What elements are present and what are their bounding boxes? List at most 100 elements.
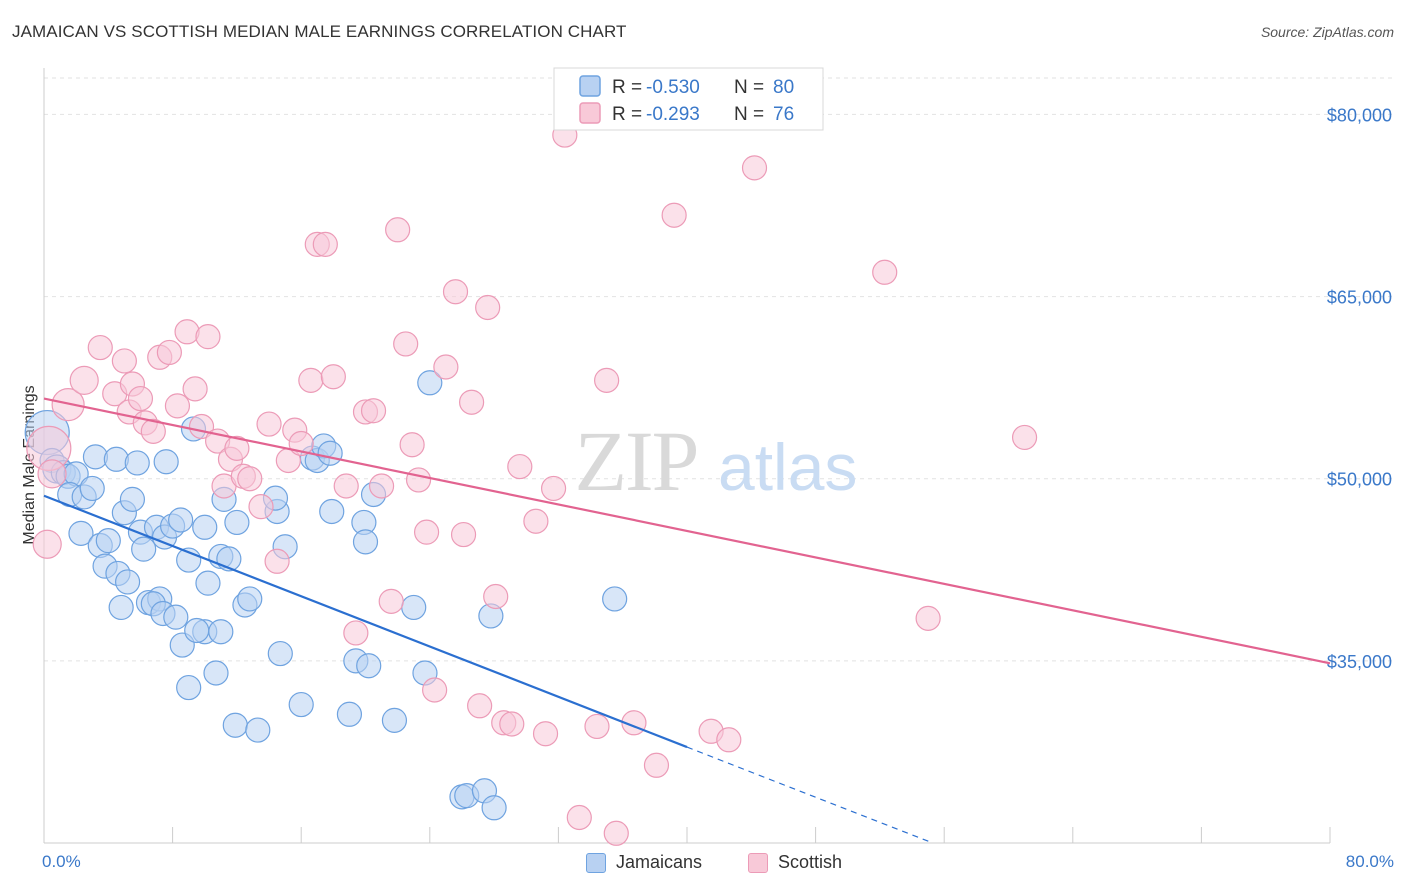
scottish-point	[393, 331, 419, 357]
jamaicans-point	[131, 536, 157, 562]
jamaicans-point	[103, 446, 129, 472]
scottish-point	[111, 348, 137, 374]
watermark-atlas: atlas	[718, 430, 857, 504]
jamaicans-point	[82, 444, 109, 470]
jamaicans-trendline-extension	[686, 746, 934, 844]
jamaicans-point	[481, 795, 507, 821]
scottish-point	[32, 529, 62, 559]
jamaicans-point	[176, 674, 202, 701]
scottish-point	[368, 473, 395, 499]
jamaicans-point	[401, 594, 427, 621]
scottish-point	[584, 713, 610, 740]
scottish-point	[312, 231, 338, 257]
jamaicans-point	[184, 617, 210, 644]
stats-legend-swatch-icon	[579, 102, 601, 124]
scottish-point	[499, 711, 525, 737]
legend-label-jamaicans: Jamaicans	[616, 852, 703, 872]
scottish-point	[507, 453, 533, 480]
scottish-point	[661, 202, 687, 228]
scottish-point	[156, 339, 182, 366]
scottish-point	[915, 605, 941, 631]
legend-item-scottish[interactable]: Scottish	[748, 852, 842, 873]
scottish-trendline	[43, 397, 1331, 665]
jamaicans-point	[119, 486, 146, 512]
y-tick-label: $35,000	[1327, 652, 1392, 672]
scottish-point	[360, 398, 387, 424]
jamaicans-point	[163, 604, 189, 630]
jamaicans-point	[381, 707, 408, 733]
jamaicans-point	[245, 717, 271, 743]
jamaicans-point	[602, 586, 628, 612]
scottish-point	[413, 519, 440, 545]
stats-legend-r-value: -0.293	[646, 104, 700, 125]
jamaicans-point	[267, 640, 293, 667]
watermark-zip: ZIP	[575, 413, 698, 509]
jamaicans-point	[237, 586, 263, 612]
scottish-point	[523, 508, 549, 534]
stats-legend-r-label: R =	[612, 104, 642, 125]
x-tick-label-max: 80.0%	[1345, 852, 1394, 871]
jamaicans-point	[222, 712, 248, 738]
y-tick-label: $65,000	[1327, 288, 1392, 308]
jamaicans-point	[417, 370, 443, 396]
legend-item-jamaicans[interactable]: Jamaicans	[586, 852, 702, 873]
scottish-point	[248, 494, 274, 520]
chart-title: JAMAICAN VS SCOTTISH MEDIAN MALE EARNING…	[12, 22, 627, 41]
stats-legend-swatch-icon	[579, 75, 601, 97]
y-tick-label: $50,000	[1327, 470, 1392, 490]
jamaicans-swatch-icon	[586, 852, 606, 873]
stats-legend-n-label: N =	[734, 77, 764, 98]
scottish-point	[741, 155, 768, 181]
jamaicans-point	[336, 701, 363, 727]
scottish-point	[643, 752, 670, 778]
scottish-point	[195, 324, 221, 350]
y-tick-label: $80,000	[1327, 105, 1392, 125]
scottish-point	[127, 385, 154, 412]
scottish-point	[458, 389, 485, 415]
jamaicans-point	[203, 660, 229, 686]
scottish-point	[405, 467, 432, 493]
scottish-point	[237, 466, 263, 492]
scottish-point	[450, 521, 477, 548]
jamaicans-point	[79, 475, 105, 502]
scottish-point	[532, 721, 559, 747]
scottish-point	[37, 459, 67, 489]
scottish-point	[566, 804, 592, 831]
scottish-point	[1011, 424, 1038, 451]
jamaicans-point	[68, 520, 94, 546]
scottish-point	[224, 435, 250, 461]
stats-legend-r-label: R =	[612, 77, 642, 98]
stats-legend-n-label: N =	[734, 104, 764, 125]
scottish-point	[872, 259, 898, 285]
jamaicans-point	[95, 528, 121, 554]
jamaicans-point	[108, 594, 134, 621]
scottish-point	[483, 583, 509, 610]
scottish-swatch-icon	[748, 852, 768, 873]
scottish-point	[399, 432, 425, 458]
jamaicans-point	[352, 529, 379, 555]
scottish-point	[442, 279, 469, 305]
scottish-point	[333, 473, 359, 499]
scottish-point	[343, 620, 369, 646]
jamaicans-point	[208, 619, 234, 645]
stats-legend-n-value: 80	[773, 77, 794, 98]
jamaicans-point	[317, 440, 343, 466]
x-tick-label-min: 0.0%	[42, 852, 81, 871]
scottish-point	[475, 294, 501, 321]
scottish-point	[594, 367, 620, 393]
scottish-point	[385, 217, 411, 243]
jamaicans-point	[114, 569, 141, 595]
jamaicans-trendline	[43, 494, 688, 749]
scottish-point	[320, 364, 346, 390]
scottish-point	[87, 334, 113, 361]
jamaicans-point	[224, 509, 250, 536]
jamaicans-point	[195, 570, 221, 596]
jamaicans-point	[356, 653, 382, 679]
jamaicans-point	[192, 514, 218, 540]
scottish-point	[140, 418, 166, 444]
legend-label-scottish: Scottish	[778, 852, 843, 872]
jamaicans-point	[319, 498, 345, 525]
scottish-point	[603, 820, 629, 846]
scottish-point	[182, 376, 208, 402]
scottish-point	[298, 367, 324, 393]
